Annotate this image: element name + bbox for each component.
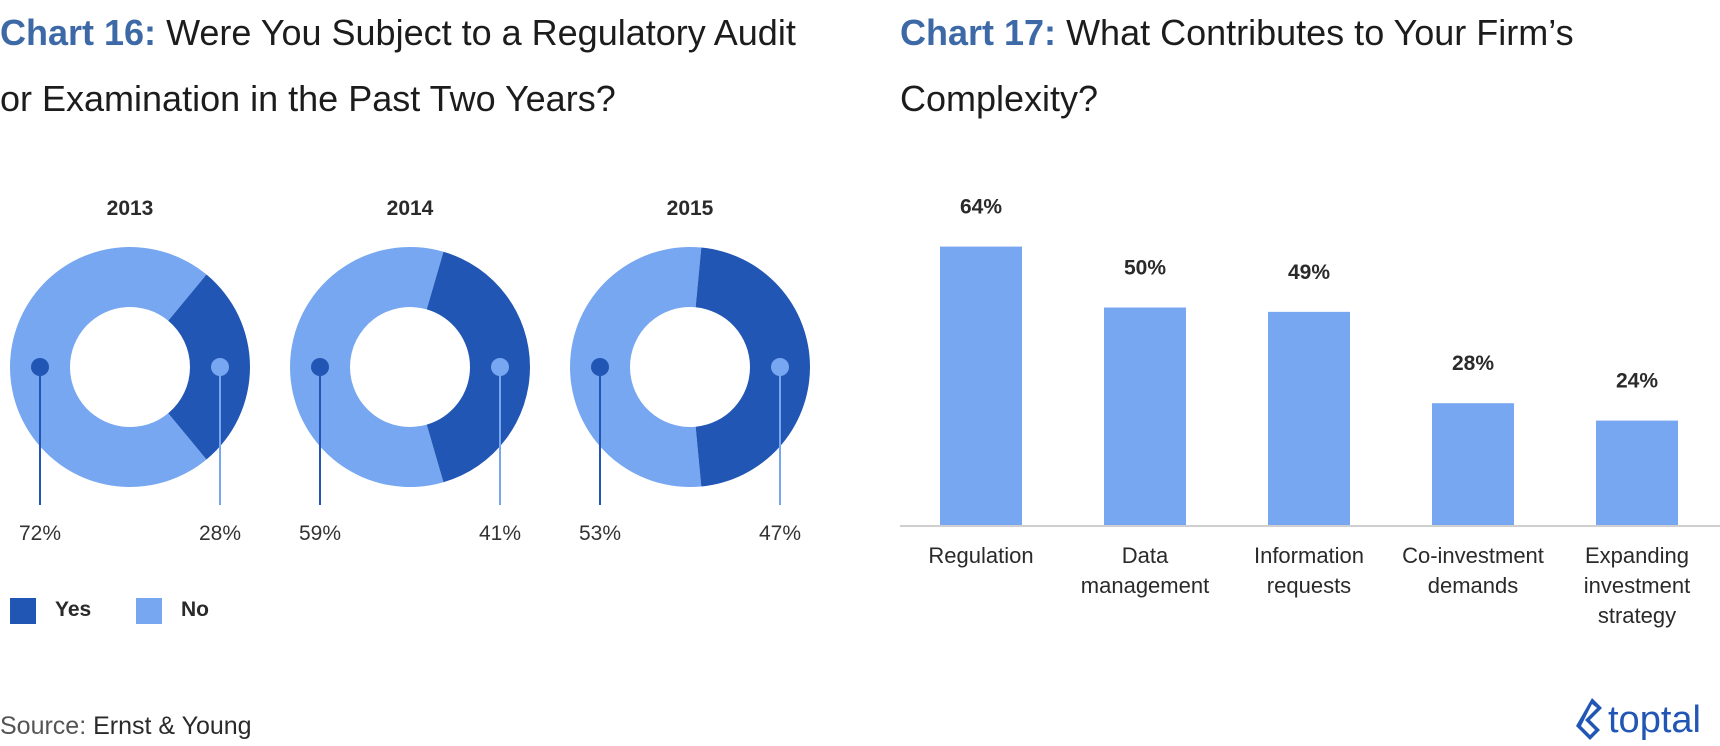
toptal-logo-mark: toptal bbox=[1576, 698, 1701, 741]
donut-2015-yes-slice bbox=[695, 247, 810, 487]
bar-5-category-label: investment bbox=[1584, 573, 1690, 598]
source-label: Source: bbox=[0, 712, 87, 740]
bar-4 bbox=[1432, 403, 1514, 525]
bar-2-category-label: Data bbox=[1122, 543, 1169, 568]
donut-2015-no-marker bbox=[591, 358, 609, 376]
donut-2013-no-slice bbox=[10, 247, 207, 487]
bar-1 bbox=[940, 246, 1022, 525]
donut-2014-yes-slice bbox=[426, 251, 531, 483]
chart-16-question: Were You Subject to a Regulatory Audit o… bbox=[0, 12, 796, 119]
donut-2013-no-marker bbox=[31, 358, 49, 376]
donut-2014-yes-label: 41% bbox=[479, 522, 521, 545]
bar-4-value-label: 28% bbox=[1452, 352, 1494, 375]
donut-2013-no-label: 72% bbox=[19, 522, 61, 545]
donut-2014-title: 2014 bbox=[387, 197, 434, 220]
bar-3-value-label: 49% bbox=[1288, 261, 1330, 284]
chart-16-prefix: Chart 16: bbox=[0, 12, 157, 53]
bar-1-value-label: 64% bbox=[960, 196, 1002, 219]
bar-2-category-label: management bbox=[1081, 573, 1209, 598]
donut-2013-yes-label: 28% bbox=[199, 522, 241, 545]
logo-text: toptal bbox=[1608, 699, 1701, 741]
chart-17-question: What Contributes to Your Firm’s Complexi… bbox=[900, 12, 1574, 119]
bar-1-category-label: Regulation bbox=[928, 543, 1033, 568]
bar-4-category-label: Co-investment bbox=[1402, 543, 1544, 568]
donut-2014-no-marker bbox=[311, 358, 329, 376]
donut-2015-title: 2015 bbox=[667, 197, 714, 220]
bar-3-category-label: requests bbox=[1267, 573, 1351, 598]
donut-2015-yes-label: 47% bbox=[759, 522, 801, 545]
donut-2014-no-slice bbox=[290, 247, 444, 487]
legend-swatch-no bbox=[136, 598, 162, 624]
bar-5-category-label: strategy bbox=[1598, 603, 1676, 628]
legend-label-yes: Yes bbox=[55, 598, 91, 621]
donut-2015-yes-marker bbox=[771, 358, 789, 376]
donut-2013-title: 2013 bbox=[107, 197, 154, 220]
donut-2013-yes-slice bbox=[168, 274, 250, 460]
chart-17-title: Chart 17: What Contributes to Your Firm’… bbox=[900, 0, 1700, 132]
bar-2-value-label: 50% bbox=[1124, 257, 1166, 280]
legend-label-no: No bbox=[181, 598, 209, 621]
donut-2014-yes-marker bbox=[491, 358, 509, 376]
donut-2015-no-label: 53% bbox=[579, 522, 621, 545]
chart-16-title: Chart 16: Were You Subject to a Regulato… bbox=[0, 0, 800, 132]
bar-5-category-label: Expanding bbox=[1585, 543, 1689, 568]
source-value: Ernst & Young bbox=[93, 712, 252, 740]
bar-5 bbox=[1596, 420, 1678, 525]
source-line: Source: Ernst & Young bbox=[0, 712, 252, 741]
bar-5-value-label: 24% bbox=[1616, 370, 1658, 393]
bar-2 bbox=[1104, 307, 1186, 525]
donut-2015-no-slice bbox=[570, 247, 702, 487]
bar-3 bbox=[1268, 311, 1350, 525]
legend-swatch-yes bbox=[10, 598, 36, 624]
donut-2013-yes-marker bbox=[211, 358, 229, 376]
donut-2014-no-label: 59% bbox=[299, 522, 341, 545]
chart-17-prefix: Chart 17: bbox=[900, 12, 1057, 53]
bar-4-category-label: demands bbox=[1428, 573, 1519, 598]
bar-3-category-label: Information bbox=[1254, 543, 1364, 568]
